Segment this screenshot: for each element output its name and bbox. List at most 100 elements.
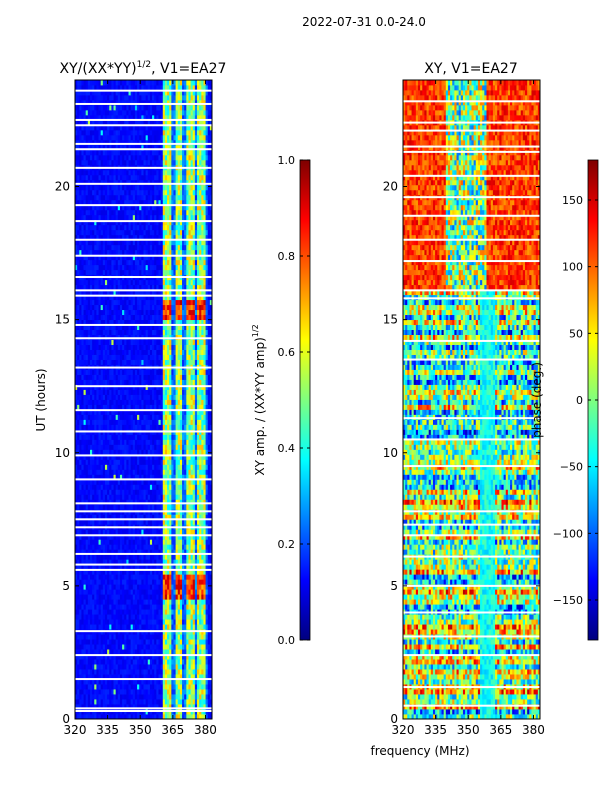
- phase-colorbar: −150 −100 −50 0 50 100 150 phase (deg.): [530, 159, 599, 641]
- amp-colorbar-tick-label: 0.8: [278, 250, 296, 263]
- amp-colorbar-label: XY amp. / (XX*YY amp)1/2: [251, 324, 267, 475]
- amp-flagged-row: [75, 166, 212, 169]
- phase-colorbar-tick-label: 100: [562, 261, 583, 274]
- amp-flagged-row: [75, 478, 212, 481]
- phase-flagged-row: [403, 438, 540, 441]
- amp-flagged-row: [75, 385, 212, 388]
- amp-flagged-row: [75, 710, 212, 713]
- phase-flagged-row: [403, 174, 540, 177]
- amp-colorbar: 0.0 0.2 0.4 0.6 0.8 1.0 XY amp. / (XX*YY amp)…: [251, 154, 311, 647]
- phase-flagged-row: [403, 196, 540, 199]
- phase-flagged-row: [403, 297, 540, 300]
- phase-flagged-row: [403, 417, 540, 420]
- phase-flagged-row: [403, 100, 540, 103]
- amp-colorbar-bar: [299, 159, 311, 641]
- amp-xtick-label: 365: [161, 723, 184, 737]
- phase-colorbar-ticks: −150 −100 −50 0 50 100 150: [553, 194, 598, 607]
- phase-xtick-label: 335: [424, 723, 447, 737]
- phase-flagged-row: [403, 534, 540, 537]
- phase-flagged-row: [403, 129, 540, 132]
- phase-heatmap: [403, 80, 540, 719]
- amp-xtick-label: 320: [64, 723, 87, 737]
- phase-ytick-label: 5: [390, 579, 398, 593]
- amp-flagged-row: [75, 454, 212, 457]
- phase-xtick-label: 350: [457, 723, 480, 737]
- phase-flagged-row: [403, 465, 540, 468]
- phase-colorbar-label: phase (deg.): [530, 362, 544, 438]
- amp-flagged-row: [75, 220, 212, 223]
- amp-axes-frame: [74, 79, 213, 720]
- phase-flagged-row: [403, 611, 540, 614]
- amp-flagged-row: [75, 526, 212, 529]
- amp-yticks: 0 5 10 15 20: [55, 180, 212, 726]
- phase-flagged-row: [403, 686, 540, 689]
- phase-panel: XY, V1=EA27 320 335 350 365 380 0 5 10 15 20: [383, 61, 545, 737]
- phase-flagged-row: [403, 635, 540, 638]
- amp-flagged-row: [75, 563, 212, 566]
- phase-ytick-label: 20: [383, 180, 398, 194]
- amp-flagged-row: [75, 289, 212, 292]
- phase-flagged-row: [403, 289, 540, 292]
- x-axis-label: frequency (MHz): [370, 744, 469, 758]
- phase-flagged-row: [403, 523, 540, 526]
- amp-flagged-row: [75, 502, 212, 505]
- amp-xticks: 320 335 350 365 380: [64, 80, 217, 737]
- amp-colorbar-tick-label: 0.0: [278, 634, 296, 647]
- amp-ytick-label: 15: [55, 313, 70, 327]
- amp-colorbar-tick-label: 0.6: [278, 346, 296, 359]
- amp-ytick-label: 10: [55, 446, 70, 460]
- amp-colorbar-tick-label: 0.2: [278, 538, 296, 551]
- amp-flagged-row: [75, 124, 212, 127]
- amp-flagged-row: [75, 118, 212, 121]
- phase-colorbar-tick-label: 50: [569, 327, 583, 340]
- phase-flagged-row: [403, 214, 540, 217]
- amp-xtick-label: 380: [194, 723, 217, 737]
- phase-colorbar-tick-label: −50: [560, 461, 583, 474]
- phase-xtick-label: 380: [522, 723, 545, 737]
- amp-flagged-row: [75, 678, 212, 681]
- amp-flagged-row: [75, 294, 212, 297]
- amp-flagged-row: [75, 182, 212, 185]
- phase-ytick-label: 15: [383, 313, 398, 327]
- phase-title: XY, V1=EA27: [424, 61, 518, 77]
- phase-xtick-label: 320: [392, 723, 415, 737]
- amp-colorbar-ticks: 0.0 0.2 0.4 0.6 0.8 1.0: [278, 154, 310, 647]
- phase-flagged-row: [403, 654, 540, 657]
- amp-flagged-row: [75, 534, 212, 537]
- amp-colorbar-tick-label: 0.4: [278, 442, 296, 455]
- amp-flagged-row: [75, 409, 212, 412]
- amp-ytick-label: 0: [62, 712, 70, 726]
- amp-ylabel: UT (hours): [34, 368, 48, 431]
- amp-flagged-row: [75, 337, 212, 340]
- amp-colorbar-tick-label: 1.0: [278, 154, 296, 167]
- phase-flagged-row: [403, 145, 540, 148]
- phase-flagged-row: [403, 260, 540, 263]
- phase-yticks: 0 5 10 15 20: [383, 180, 540, 726]
- amp-flagged-row: [75, 276, 212, 279]
- amp-panel: XY/(XX*YY)1/2, V1=EA27 320 335 350 365 380 0…: [34, 60, 226, 737]
- phase-ytick-label: 10: [383, 446, 398, 460]
- amp-flagged-row: [75, 102, 212, 105]
- amp-flagged-row: [75, 366, 212, 369]
- phase-flagged-row: [403, 121, 540, 124]
- amp-flagged-row: [75, 707, 212, 710]
- phase-flagged-row: [403, 704, 540, 707]
- amp-flagged-row: [75, 204, 212, 207]
- amp-ytick-label: 5: [62, 579, 70, 593]
- amp-ytick-label: 20: [55, 180, 70, 194]
- phase-colorbar-tick-label: 150: [562, 194, 583, 207]
- amp-flagged-row: [75, 568, 212, 571]
- phase-ytick-label: 0: [390, 712, 398, 726]
- amp-xtick-label: 335: [96, 723, 119, 737]
- amp-flagged-row: [75, 89, 212, 92]
- amp-flagged-row: [75, 630, 212, 633]
- amp-flagged-row: [75, 254, 212, 257]
- amp-flagged-row: [75, 510, 212, 513]
- phase-flagged-row: [403, 358, 540, 361]
- phase-flagged-row: [403, 584, 540, 587]
- figure-suptitle: 2022-07-31 0.0-24.0: [302, 15, 426, 29]
- phase-xticks: 320 335 350 365 380: [392, 80, 545, 737]
- phase-colorbar-tick-label: −150: [553, 594, 583, 607]
- amp-flagged-row: [75, 323, 212, 326]
